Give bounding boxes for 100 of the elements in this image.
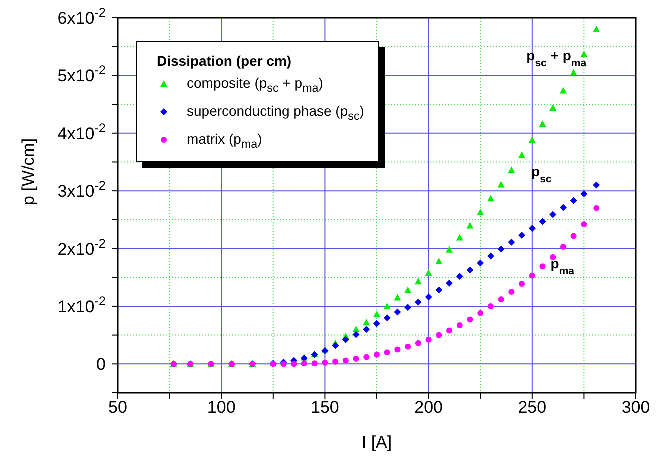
point bbox=[593, 26, 600, 33]
point bbox=[529, 272, 536, 279]
x-axis-title: I [A] bbox=[362, 433, 392, 452]
point bbox=[384, 314, 391, 322]
point bbox=[580, 50, 588, 58]
point bbox=[487, 195, 494, 202]
point bbox=[498, 246, 505, 253]
legend-title: Dissipation (per cm) bbox=[157, 52, 293, 71]
point bbox=[508, 289, 515, 296]
point bbox=[364, 354, 370, 360]
point bbox=[488, 303, 494, 310]
point bbox=[528, 225, 536, 232]
point bbox=[415, 340, 422, 346]
point bbox=[487, 252, 494, 260]
point bbox=[456, 234, 464, 241]
x-tick-label: 50 bbox=[108, 398, 128, 418]
x-tick-label: 250 bbox=[518, 398, 547, 418]
point bbox=[332, 342, 340, 350]
point bbox=[446, 280, 454, 287]
point bbox=[594, 205, 600, 212]
point bbox=[425, 294, 432, 301]
point bbox=[560, 204, 567, 212]
point bbox=[384, 302, 391, 310]
point bbox=[280, 361, 287, 368]
point bbox=[498, 296, 504, 303]
point bbox=[580, 190, 588, 198]
point bbox=[560, 244, 566, 250]
point bbox=[570, 69, 578, 76]
point bbox=[342, 336, 350, 344]
point bbox=[540, 264, 546, 270]
point bbox=[322, 360, 328, 366]
point bbox=[518, 232, 526, 239]
point bbox=[581, 222, 588, 228]
point bbox=[446, 328, 453, 334]
point bbox=[550, 211, 557, 218]
point bbox=[446, 246, 454, 253]
point bbox=[414, 298, 422, 306]
point bbox=[312, 360, 318, 367]
point bbox=[467, 316, 474, 323]
point bbox=[539, 218, 546, 226]
point bbox=[456, 272, 464, 280]
legend-label: composite (p$_{sc}$ + p$_{ma}$) bbox=[187, 75, 324, 95]
point bbox=[414, 278, 422, 285]
x-tick-label: 150 bbox=[311, 398, 340, 418]
x-tick-label: 200 bbox=[414, 398, 443, 418]
point bbox=[394, 294, 402, 301]
x-tick-label: 300 bbox=[622, 398, 650, 418]
point bbox=[519, 280, 526, 287]
point bbox=[301, 360, 308, 367]
point bbox=[550, 254, 556, 260]
point bbox=[425, 270, 432, 276]
annotation: p$_{ma}$ bbox=[550, 255, 575, 278]
point bbox=[394, 308, 402, 316]
point bbox=[539, 120, 546, 128]
point bbox=[456, 322, 463, 328]
y-tick-label: 5x10$^{-2}$ bbox=[58, 62, 106, 86]
point bbox=[498, 181, 505, 188]
point bbox=[436, 286, 443, 294]
point bbox=[404, 304, 412, 312]
point bbox=[466, 222, 474, 229]
point bbox=[570, 233, 577, 240]
point bbox=[342, 358, 349, 364]
point bbox=[405, 344, 412, 350]
point bbox=[352, 326, 360, 333]
legend-label: matrix (p$_{ma}$) bbox=[187, 130, 262, 150]
point bbox=[477, 208, 484, 216]
point bbox=[404, 286, 412, 294]
point bbox=[436, 332, 442, 338]
legend-label: superconducting phase (p$_{sc}$) bbox=[187, 102, 364, 123]
point bbox=[332, 358, 339, 365]
point bbox=[508, 166, 516, 174]
point bbox=[508, 238, 516, 246]
point bbox=[426, 336, 432, 343]
y-tick-label: 3x10$^{-2}$ bbox=[58, 178, 106, 202]
y-tick-label: 2x10$^{-2}$ bbox=[58, 235, 106, 259]
point bbox=[374, 352, 380, 358]
annotation: p$_{sc}$ bbox=[532, 163, 552, 186]
point bbox=[466, 266, 474, 274]
y-tick-label: 1x10$^{-2}$ bbox=[58, 292, 106, 316]
point bbox=[560, 87, 567, 94]
y-tick-label: 0 bbox=[96, 355, 106, 374]
point bbox=[394, 346, 401, 353]
point bbox=[550, 104, 557, 111]
point bbox=[353, 356, 360, 362]
point bbox=[363, 326, 370, 334]
point bbox=[374, 320, 380, 328]
point bbox=[593, 182, 600, 189]
point bbox=[518, 152, 526, 158]
point bbox=[291, 361, 298, 368]
point bbox=[352, 331, 360, 338]
point bbox=[436, 258, 443, 264]
y-axis-title: p [W/cm] bbox=[19, 138, 38, 206]
point bbox=[477, 260, 484, 267]
point bbox=[384, 350, 390, 356]
y-tick-label: 4x10$^{-2}$ bbox=[58, 120, 106, 144]
x-tick-label: 100 bbox=[207, 398, 236, 418]
point bbox=[374, 311, 380, 318]
point bbox=[528, 136, 536, 144]
point bbox=[363, 319, 370, 326]
point bbox=[478, 310, 484, 316]
